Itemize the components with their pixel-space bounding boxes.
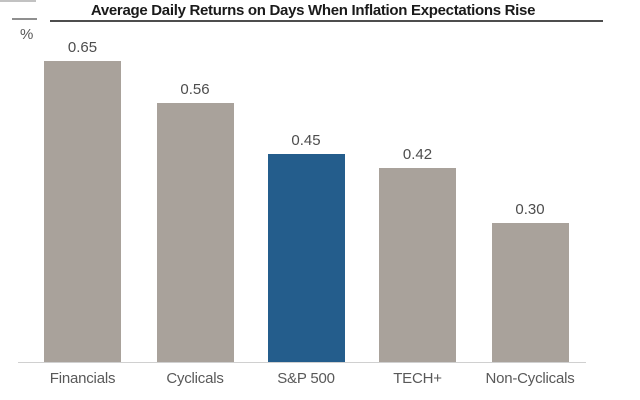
top-left-rule-fragment — [0, 0, 36, 2]
value-label-non-cyclicals: 0.30 — [515, 201, 545, 218]
value-label-cyclicals: 0.56 — [180, 81, 210, 98]
bar-tech — [379, 168, 456, 362]
category-label-non-cyclicals: Non-Cyclicals — [485, 370, 575, 387]
value-label-s-p-500: 0.45 — [291, 132, 321, 149]
title-underline — [50, 20, 603, 22]
value-label-tech: 0.42 — [402, 146, 433, 163]
category-label-cyclicals: Cyclicals — [166, 370, 224, 387]
bar-financials — [44, 61, 121, 362]
bar-s-p-500 — [267, 154, 345, 362]
x-axis-baseline — [18, 362, 586, 363]
y-axis-unit-label: % — [20, 26, 34, 43]
axis-title-tick — [12, 18, 37, 20]
category-label-s-p-500: S&P 500 — [277, 370, 335, 387]
bar-cyclicals — [156, 103, 234, 362]
bar-non-cyclicals — [491, 223, 569, 362]
chart-title: Average Daily Returns on Days When Infla… — [90, 2, 536, 19]
category-label-financials: Financials — [49, 370, 116, 387]
value-label-financials: 0.65 — [67, 39, 98, 56]
category-label-tech: TECH+ — [393, 370, 442, 387]
